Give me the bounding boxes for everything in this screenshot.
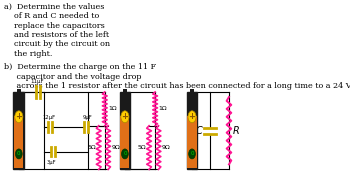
Text: and resistors of the left: and resistors of the left (4, 31, 109, 39)
Text: of R and C needed to: of R and C needed to (4, 12, 99, 20)
Text: replace the capacitors: replace the capacitors (4, 22, 105, 30)
Circle shape (15, 111, 23, 123)
Polygon shape (190, 89, 194, 92)
Circle shape (15, 149, 22, 159)
Text: 9µF: 9µF (82, 115, 92, 120)
Text: 0: 0 (17, 151, 21, 156)
Text: capacitor and the voltage drop: capacitor and the voltage drop (4, 73, 141, 81)
Text: 0: 0 (190, 151, 194, 156)
Text: 9Ω: 9Ω (111, 145, 120, 150)
Polygon shape (123, 89, 127, 92)
Polygon shape (13, 92, 24, 169)
Polygon shape (14, 116, 23, 168)
Polygon shape (17, 89, 21, 92)
Polygon shape (188, 116, 197, 168)
Polygon shape (187, 92, 197, 169)
Text: 11µF: 11µF (30, 79, 44, 84)
Text: 9Ω: 9Ω (162, 145, 170, 150)
Text: C: C (195, 126, 202, 136)
Text: 5Ω: 5Ω (138, 145, 146, 150)
Polygon shape (120, 92, 130, 169)
Text: b)  Determine the charge on the 11 F: b) Determine the charge on the 11 F (4, 63, 156, 71)
Circle shape (188, 111, 196, 123)
Text: 3µF: 3µF (47, 160, 57, 165)
Circle shape (189, 149, 195, 159)
Text: 12µF: 12µF (43, 115, 56, 120)
Text: R: R (232, 126, 239, 136)
Text: across the 1 resistor after the circuit has been connected for a long time to a : across the 1 resistor after the circuit … (4, 82, 350, 90)
Text: 0: 0 (123, 151, 127, 156)
Polygon shape (120, 116, 130, 168)
Circle shape (121, 149, 128, 159)
Text: +: + (15, 112, 22, 121)
Circle shape (121, 111, 129, 123)
Text: +: + (189, 112, 196, 121)
Text: a)  Determine the values: a) Determine the values (4, 3, 104, 11)
Text: circuit by the circuit on: circuit by the circuit on (4, 40, 110, 48)
Text: 1Ω: 1Ω (159, 106, 167, 111)
Text: the right.: the right. (4, 50, 52, 58)
Text: +: + (121, 112, 128, 121)
Text: 5Ω: 5Ω (88, 145, 96, 150)
Text: 1Ω: 1Ω (108, 106, 117, 111)
